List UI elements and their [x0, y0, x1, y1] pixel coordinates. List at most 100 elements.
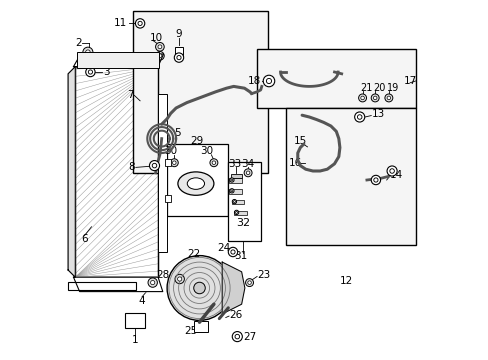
- Circle shape: [155, 42, 164, 51]
- Text: 20: 20: [372, 83, 385, 93]
- Polygon shape: [73, 277, 163, 292]
- Circle shape: [229, 189, 234, 193]
- Bar: [77, 52, 159, 68]
- Text: 27: 27: [243, 332, 256, 342]
- Circle shape: [150, 280, 155, 285]
- Circle shape: [230, 190, 232, 192]
- Circle shape: [354, 112, 364, 122]
- Circle shape: [228, 247, 237, 257]
- Circle shape: [155, 51, 164, 60]
- Ellipse shape: [187, 178, 204, 189]
- Text: 10: 10: [149, 33, 162, 43]
- Circle shape: [230, 179, 232, 181]
- Text: 31: 31: [234, 251, 247, 261]
- Circle shape: [247, 281, 251, 284]
- Circle shape: [175, 274, 184, 284]
- Circle shape: [233, 201, 235, 203]
- Text: 28: 28: [156, 270, 169, 280]
- Bar: [228, 178, 242, 183]
- Text: 4: 4: [138, 296, 145, 306]
- Circle shape: [86, 61, 90, 65]
- Text: 8: 8: [128, 162, 134, 172]
- Text: 3: 3: [103, 67, 109, 77]
- Text: 13: 13: [371, 109, 384, 120]
- Circle shape: [232, 332, 242, 342]
- Circle shape: [83, 59, 92, 67]
- Bar: [164, 195, 171, 202]
- Text: 34: 34: [240, 159, 253, 169]
- Circle shape: [386, 166, 396, 176]
- Text: 16: 16: [288, 158, 302, 168]
- Text: 26: 26: [229, 310, 242, 320]
- Bar: [228, 189, 242, 194]
- Polygon shape: [73, 54, 163, 67]
- Circle shape: [384, 94, 392, 102]
- Bar: [133, 11, 267, 173]
- Polygon shape: [68, 67, 75, 277]
- Circle shape: [193, 282, 205, 294]
- Text: 18: 18: [247, 76, 260, 86]
- Circle shape: [358, 94, 366, 102]
- Polygon shape: [222, 262, 244, 314]
- Circle shape: [82, 47, 93, 57]
- Text: 30: 30: [200, 146, 213, 156]
- Text: 19: 19: [386, 83, 398, 93]
- Bar: [194, 321, 207, 332]
- Text: 1: 1: [131, 335, 138, 345]
- Bar: [164, 159, 171, 166]
- Text: 21: 21: [360, 83, 372, 93]
- Circle shape: [174, 53, 183, 62]
- Circle shape: [386, 96, 390, 100]
- Bar: [257, 49, 415, 108]
- Bar: [228, 162, 260, 241]
- Text: 22: 22: [187, 249, 200, 259]
- Text: 5: 5: [174, 128, 181, 138]
- Text: 24: 24: [217, 243, 230, 253]
- Circle shape: [135, 19, 144, 28]
- Circle shape: [235, 211, 237, 213]
- Circle shape: [245, 279, 253, 287]
- Text: 32: 32: [236, 218, 250, 228]
- Bar: [125, 313, 144, 328]
- Text: 30: 30: [164, 146, 177, 156]
- Text: 17: 17: [403, 76, 416, 86]
- Bar: [75, 67, 158, 277]
- Text: 33: 33: [227, 159, 241, 169]
- Text: 6: 6: [81, 234, 87, 244]
- Ellipse shape: [178, 172, 213, 195]
- Circle shape: [229, 178, 234, 182]
- Text: 12: 12: [339, 276, 352, 286]
- Circle shape: [373, 96, 376, 100]
- Text: 2: 2: [75, 38, 81, 48]
- Circle shape: [234, 210, 238, 215]
- Circle shape: [170, 159, 178, 167]
- Bar: [158, 94, 167, 252]
- Circle shape: [209, 159, 218, 167]
- Circle shape: [360, 96, 364, 100]
- Text: 7: 7: [126, 90, 133, 100]
- Circle shape: [370, 175, 380, 185]
- Circle shape: [172, 161, 176, 165]
- Circle shape: [158, 45, 162, 49]
- Circle shape: [232, 199, 236, 204]
- Bar: [75, 67, 158, 277]
- Circle shape: [149, 161, 159, 171]
- Circle shape: [263, 75, 274, 87]
- Circle shape: [85, 50, 90, 54]
- Text: 11: 11: [114, 18, 127, 28]
- Bar: [231, 200, 244, 204]
- Circle shape: [85, 67, 95, 77]
- Text: 15: 15: [293, 136, 306, 146]
- Circle shape: [246, 171, 249, 175]
- Circle shape: [177, 277, 182, 281]
- Circle shape: [212, 161, 215, 165]
- Bar: [68, 282, 136, 290]
- Bar: [167, 144, 228, 216]
- Text: 25: 25: [184, 326, 197, 336]
- Bar: [285, 108, 415, 245]
- Circle shape: [244, 169, 251, 177]
- Text: 23: 23: [257, 270, 270, 280]
- Circle shape: [148, 278, 157, 287]
- Text: 29: 29: [190, 136, 203, 146]
- Bar: [175, 47, 182, 56]
